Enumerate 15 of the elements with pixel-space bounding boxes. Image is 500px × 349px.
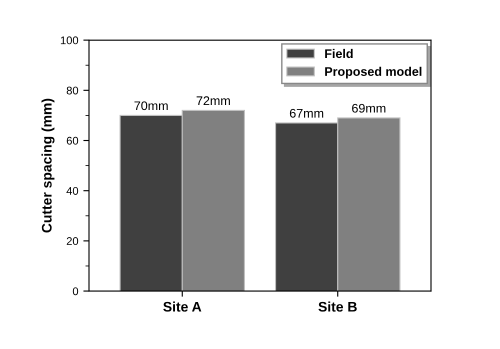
x-tick-label: Site A [163,301,202,312]
data-label: 69mm [352,104,386,113]
legend-label: Field [325,48,353,58]
y-tick-label: 20 [66,237,78,246]
data-label: 72mm [196,96,230,106]
y-tick-label: 60 [66,136,78,145]
y-tick-label: 0 [72,287,78,296]
data-label: 67mm [290,108,324,118]
y-tick-label: 80 [66,86,78,94]
y-tick-label: 40 [66,186,78,195]
x-tick-label: Site B [318,301,357,312]
data-label: 70mm [134,101,168,110]
y-tick-label: 100 [60,36,78,44]
y-axis-title: Cutter spacing (mm) [41,98,54,233]
legend-label: Proposed model [325,66,422,78]
